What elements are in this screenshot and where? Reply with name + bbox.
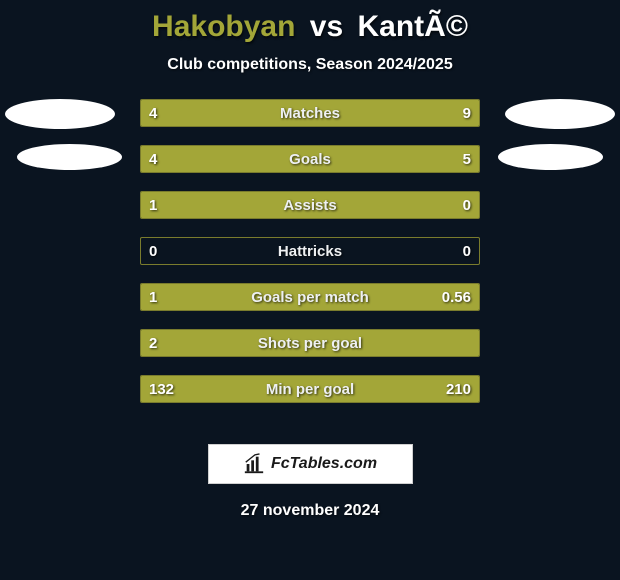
stat-row: 49Matches [140,99,480,127]
player2-name: KantÃ© [358,10,468,43]
vs-separator: vs [310,10,343,43]
stat-row: 00Hattricks [140,237,480,265]
stat-label: Min per goal [141,376,479,402]
stat-label: Assists [141,192,479,218]
stat-row: 132210Min per goal [140,375,480,403]
chart-icon [243,453,265,475]
stat-row: 10.56Goals per match [140,283,480,311]
stat-label: Goals [141,146,479,172]
chart-area: 49Matches 45Goals 10Assists 00Hattricks 10.5… [0,99,620,429]
stat-row: 10Assists [140,191,480,219]
brand-badge[interactable]: FcTables.com [208,444,413,484]
player2-badge-placeholder-2 [498,144,603,170]
comparison-title: Hakobyan vs KantÃ© [0,0,620,44]
player2-badge-placeholder [505,99,615,129]
stat-label: Goals per match [141,284,479,310]
player1-badge-placeholder [5,99,115,129]
player1-name: Hakobyan [152,10,295,43]
stat-bars-container: 49Matches 45Goals 10Assists 00Hattricks 10.5… [140,99,480,421]
date-label: 27 november 2024 [0,502,620,520]
stat-label: Matches [141,100,479,126]
stat-label: Shots per goal [141,330,479,356]
player1-badge-placeholder-2 [17,144,122,170]
stat-row: 45Goals [140,145,480,173]
stat-row: 2Shots per goal [140,329,480,357]
brand-text: FcTables.com [271,455,377,473]
stat-label: Hattricks [141,238,479,264]
subtitle: Club competitions, Season 2024/2025 [0,56,620,74]
